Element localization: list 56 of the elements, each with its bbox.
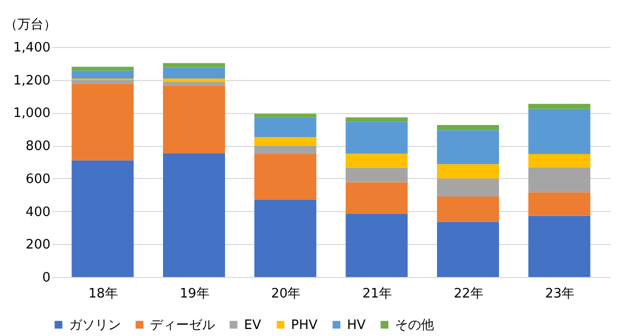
legend-label: ディーゼル bbox=[150, 318, 215, 333]
y-tick-label: 400 bbox=[26, 204, 50, 220]
bar bbox=[254, 117, 316, 138]
y-axis-title: （万台） bbox=[4, 18, 56, 32]
x-tick-label: 22年 bbox=[454, 286, 484, 302]
bar bbox=[528, 154, 590, 168]
bar bbox=[163, 153, 225, 277]
bar bbox=[346, 117, 408, 122]
bar bbox=[528, 108, 590, 154]
y-tick-label: 0 bbox=[42, 270, 50, 286]
legend-label: PHV bbox=[291, 318, 318, 333]
bar bbox=[72, 84, 134, 160]
y-tick-label: 800 bbox=[26, 139, 50, 154]
bar bbox=[346, 122, 408, 154]
bar bbox=[72, 160, 134, 277]
bar bbox=[163, 63, 225, 68]
bar bbox=[528, 167, 590, 192]
bar bbox=[163, 86, 225, 154]
x-tick-label: 19年 bbox=[180, 286, 210, 302]
bar bbox=[437, 164, 499, 178]
bar bbox=[528, 216, 590, 277]
bar bbox=[254, 114, 316, 118]
bar bbox=[437, 178, 499, 196]
bar bbox=[528, 104, 590, 109]
x-tick-label: 18年 bbox=[88, 286, 118, 302]
bar bbox=[254, 137, 316, 146]
y-tick-label: 200 bbox=[26, 238, 50, 253]
bar bbox=[254, 154, 316, 200]
bar bbox=[437, 125, 499, 130]
x-tick-label: 21年 bbox=[362, 286, 392, 302]
legend-label: HV bbox=[347, 318, 366, 333]
bar bbox=[528, 192, 590, 216]
bar bbox=[72, 66, 134, 71]
y-tick-label: 600 bbox=[26, 172, 50, 187]
x-tick-label: 20年 bbox=[271, 286, 301, 302]
legend-label: EV bbox=[244, 318, 262, 333]
bar bbox=[346, 214, 408, 277]
bar bbox=[163, 82, 225, 86]
bar bbox=[437, 222, 499, 277]
bar bbox=[163, 67, 225, 79]
bar bbox=[437, 196, 499, 222]
bar bbox=[254, 146, 316, 154]
bar bbox=[72, 80, 134, 84]
bar bbox=[437, 130, 499, 164]
y-tick-label: 1,200 bbox=[13, 73, 50, 88]
bar bbox=[72, 70, 134, 79]
bar bbox=[254, 200, 316, 277]
legend-label: その他 bbox=[395, 318, 434, 333]
bar bbox=[346, 168, 408, 182]
bar bbox=[346, 182, 408, 214]
bar bbox=[163, 78, 225, 82]
x-tick-label: 23年 bbox=[545, 286, 575, 302]
bar bbox=[346, 154, 408, 168]
y-tick-label: 1,400 bbox=[13, 40, 50, 56]
legend-label: ガソリン bbox=[69, 318, 121, 333]
y-tick-label: 1,000 bbox=[13, 106, 50, 122]
